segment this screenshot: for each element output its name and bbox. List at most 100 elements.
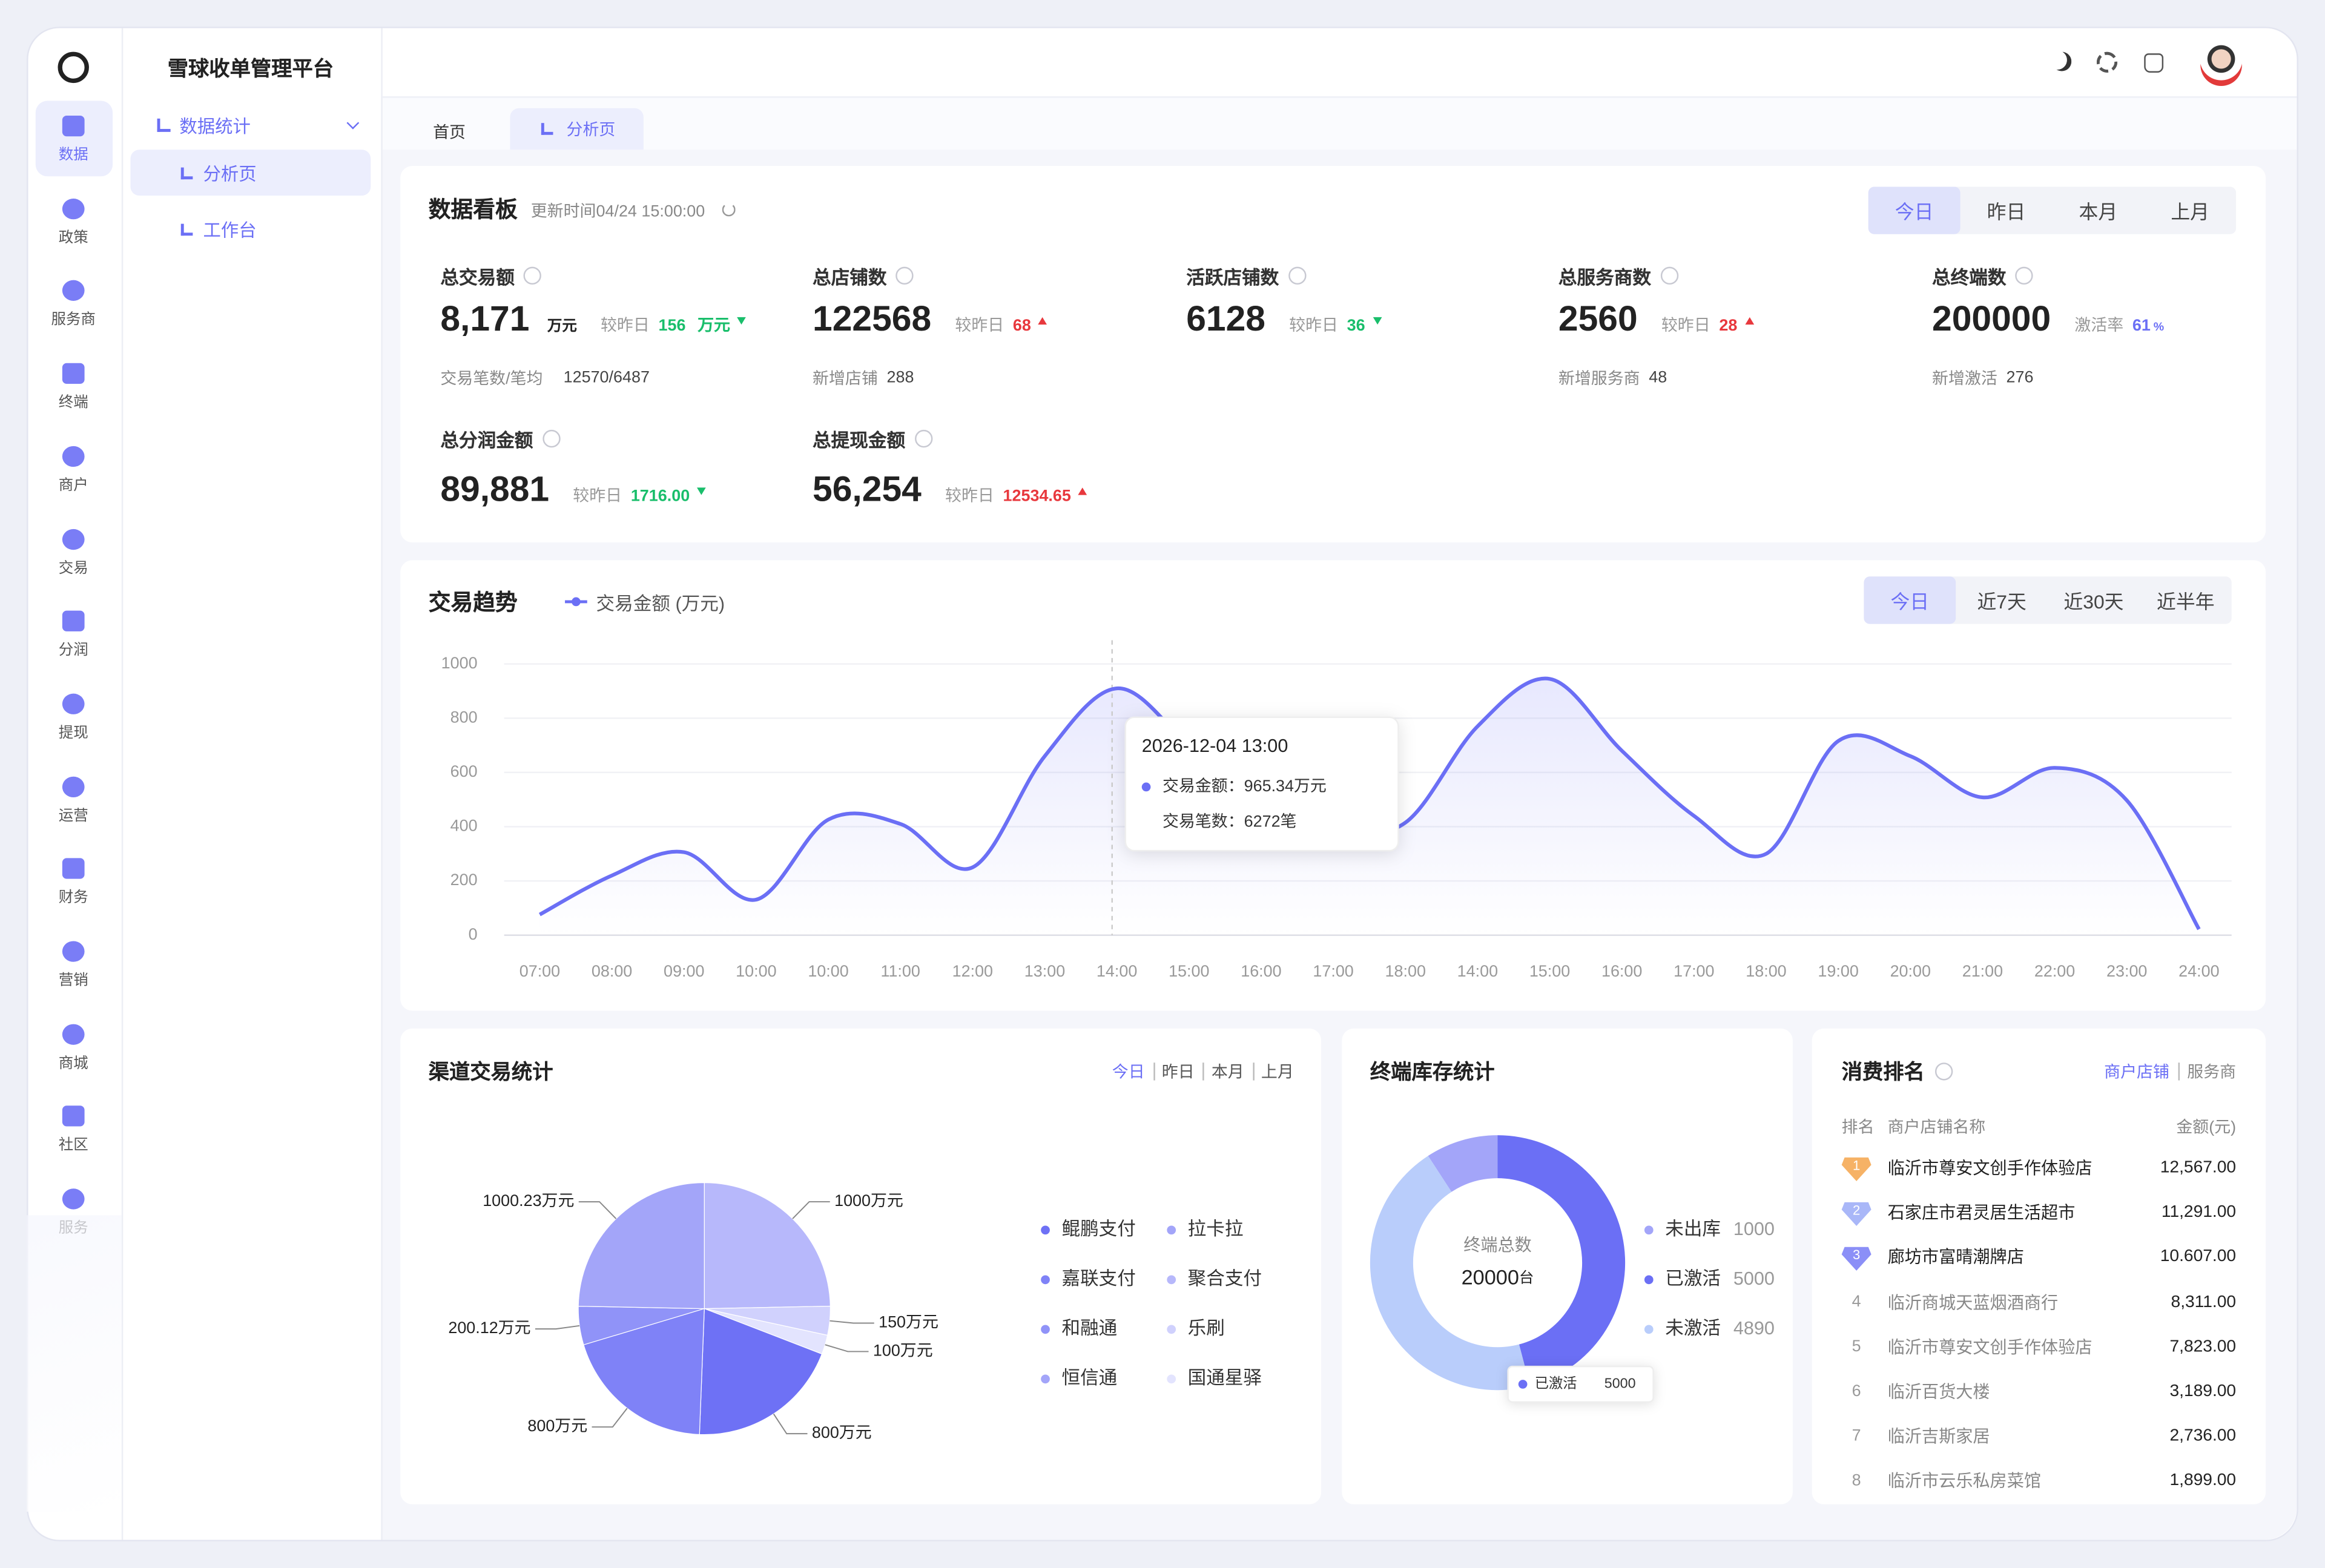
stat-value: 122568 — [813, 299, 932, 340]
separator — [1202, 1062, 1204, 1081]
period-tab[interactable]: 本月 — [1211, 1064, 1244, 1082]
store-name[interactable]: 临沂市云乐私房菜馆 — [1887, 1474, 2042, 1492]
stat-value: 56,254 — [813, 470, 922, 510]
nav-label[interactable]: 商户 — [58, 477, 88, 494]
period-tab[interactable]: 昨日 — [1161, 1064, 1195, 1082]
segment[interactable]: 今日 — [1890, 590, 1930, 613]
stat-delta-unit: 万元 — [698, 317, 730, 335]
nav-icon — [62, 941, 85, 962]
nav-icon — [62, 611, 85, 632]
leader-line — [578, 1201, 617, 1219]
card-title: 数据看板 — [428, 197, 518, 223]
menu-item[interactable]: 分析页 — [203, 163, 257, 185]
legend-dot — [1167, 1225, 1176, 1235]
pie-slice — [704, 1182, 831, 1309]
menu-item[interactable]: 工作台 — [203, 220, 257, 241]
nav-label[interactable]: 运营 — [58, 808, 88, 825]
tooltip-line: 交易金额：965.34万元 — [1162, 777, 1327, 795]
nav-icon — [62, 115, 85, 137]
legend-label: 已激活 — [1665, 1268, 1721, 1289]
x-tick-label: 14:00 — [1097, 962, 1137, 980]
tooltip-label: 已激活 — [1535, 1375, 1577, 1391]
store-name[interactable]: 石家庄市君灵居生活超市 — [1887, 1205, 2076, 1224]
legend-dot — [1041, 1275, 1050, 1285]
x-tick-label: 17:00 — [1313, 962, 1353, 980]
nav-label[interactable]: 财务 — [58, 890, 88, 907]
period-tab[interactable]: 上月 — [1261, 1064, 1294, 1082]
segment[interactable]: 昨日 — [1987, 200, 2026, 223]
segment[interactable]: 近30天 — [2063, 590, 2124, 613]
x-tick-label: 13:00 — [1024, 962, 1065, 980]
help-icon — [1287, 266, 1306, 285]
stat-row: 6128 较昨日 36 — [1186, 299, 1382, 341]
nav-label[interactable]: 营销 — [58, 973, 88, 990]
segment-active — [1864, 576, 1956, 624]
ranking-tab[interactable]: 服务商 — [2187, 1064, 2237, 1082]
nav-label[interactable]: 社区 — [58, 1138, 88, 1155]
stat-compare: 较昨日 — [945, 487, 994, 506]
amount: 12,567.00 — [2160, 1159, 2237, 1177]
tab[interactable]: 首页 — [433, 124, 466, 143]
x-tick-label: 20:00 — [1890, 962, 1931, 980]
period-tab[interactable]: 今日 — [1112, 1064, 1145, 1082]
value-label: 100万元 — [873, 1342, 933, 1360]
stat-sub-value: 276 — [2006, 369, 2034, 387]
store-name[interactable]: 临沂市尊安文创手作体验店 — [1887, 1160, 2092, 1179]
y-tick-label: 200 — [450, 871, 478, 889]
legend-label: 恒信通 — [1061, 1368, 1117, 1388]
stat-delta: 1716.00 — [630, 487, 690, 506]
separator — [1252, 1062, 1254, 1081]
amount: 8,311.00 — [2171, 1293, 2237, 1311]
nav-label[interactable]: 提现 — [58, 725, 88, 742]
separator — [1153, 1062, 1155, 1081]
amount: 11,291.00 — [2161, 1204, 2237, 1222]
menu-group[interactable]: 数据统计 — [179, 116, 251, 137]
trend-arrow — [697, 487, 707, 495]
store-name[interactable]: 临沂吉斯家居 — [1887, 1429, 1990, 1447]
card-title: 终端库存统计 — [1370, 1059, 1495, 1084]
leader-line — [592, 1408, 628, 1428]
store-name[interactable]: 临沂百货大楼 — [1887, 1384, 1990, 1402]
nav-label[interactable]: 交易 — [58, 560, 88, 577]
x-tick-label: 12:00 — [952, 962, 993, 980]
nav-label[interactable]: 服务商 — [51, 312, 96, 329]
nav-label[interactable]: 分润 — [58, 642, 88, 659]
x-tick-label: 14:00 — [1457, 962, 1498, 980]
help-icon — [542, 429, 560, 448]
stat-delta: 12534.65 — [1003, 487, 1071, 506]
nav-label[interactable]: 数据 — [58, 147, 88, 164]
segment[interactable]: 本月 — [2079, 200, 2118, 223]
segment[interactable]: 上月 — [2171, 200, 2210, 223]
segment[interactable]: 近7天 — [1977, 590, 2027, 613]
nav-label[interactable]: 终端 — [58, 395, 88, 412]
donut-slice — [1428, 1135, 1498, 1192]
stat-sub-label: 交易笔数/笔均 — [440, 371, 543, 389]
stat-compare: 较昨日 — [955, 317, 1004, 335]
ranking-tab[interactable]: 商户店铺 — [2104, 1064, 2169, 1082]
stat-label: 总服务商数 — [1558, 267, 1651, 289]
nav-label[interactable]: 政策 — [58, 229, 88, 246]
legend-label: 乐刷 — [1188, 1318, 1225, 1339]
stat-sub-value: 12570/6487 — [563, 369, 650, 387]
legend-dot — [1167, 1374, 1176, 1384]
help-icon — [914, 429, 932, 448]
y-tick-label: 1000 — [441, 654, 478, 672]
nav-icon — [62, 1023, 85, 1045]
rank: 7 — [1852, 1426, 1861, 1444]
stat-row: 2560 较昨日 28 — [1558, 299, 1754, 341]
segment[interactable]: 今日 — [1895, 200, 1934, 223]
tab[interactable]: 分析页 — [566, 121, 616, 140]
nav-label[interactable]: 商城 — [58, 1055, 88, 1072]
trend-arrow — [1744, 316, 1754, 324]
store-name[interactable]: 临沂商城天蓝烟酒商行 — [1887, 1294, 2059, 1313]
stat-value: 200000 — [1932, 299, 2051, 340]
stat-value: 89,881 — [440, 470, 550, 510]
stat-sub-value: 48 — [1649, 369, 1667, 387]
donut-slice — [1370, 1156, 1530, 1391]
tooltip-value: 5000 — [1604, 1375, 1636, 1391]
store-name[interactable]: 廊坊市富晴潮牌店 — [1887, 1250, 2024, 1268]
store-name[interactable]: 临沂市尊安文创手作体验店 — [1887, 1339, 2092, 1357]
card — [1342, 1028, 1793, 1504]
segment[interactable]: 近半年 — [2157, 590, 2215, 613]
